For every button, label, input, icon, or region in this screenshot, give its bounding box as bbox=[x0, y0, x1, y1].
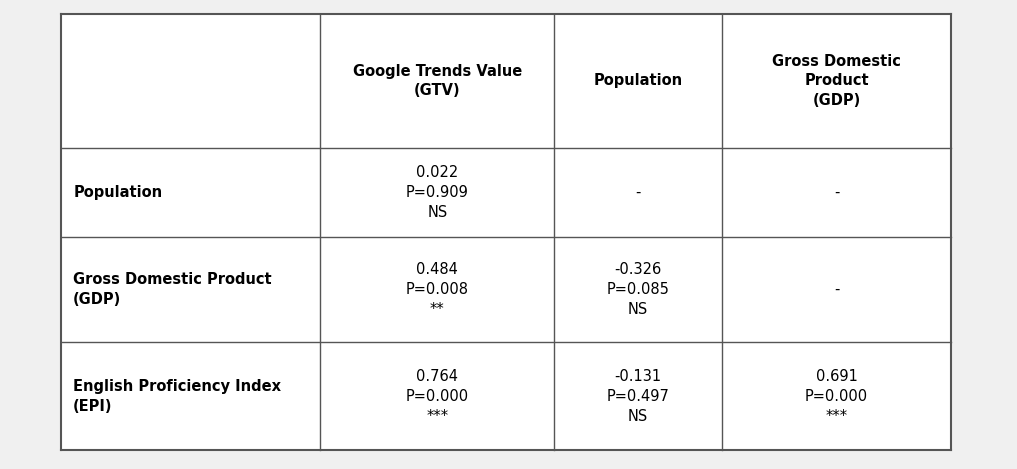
Text: 0.484
P=0.008
**: 0.484 P=0.008 ** bbox=[406, 262, 469, 317]
Text: Population: Population bbox=[73, 185, 163, 200]
Text: Gross Domestic
Product
(GDP): Gross Domestic Product (GDP) bbox=[772, 53, 901, 108]
Text: 0.691
P=0.000
***: 0.691 P=0.000 *** bbox=[804, 369, 869, 424]
Text: Population: Population bbox=[594, 74, 682, 88]
Text: -: - bbox=[636, 185, 641, 200]
Text: Google Trends Value
(GTV): Google Trends Value (GTV) bbox=[353, 63, 522, 98]
Text: -0.131
P=0.497
NS: -0.131 P=0.497 NS bbox=[607, 369, 669, 424]
Text: Gross Domestic Product
(GDP): Gross Domestic Product (GDP) bbox=[73, 272, 272, 307]
Bar bbox=[61, 14, 951, 450]
Text: -0.326
P=0.085
NS: -0.326 P=0.085 NS bbox=[607, 262, 669, 317]
Text: 0.764
P=0.000
***: 0.764 P=0.000 *** bbox=[406, 369, 469, 424]
Text: -: - bbox=[834, 185, 839, 200]
Text: 0.022
P=0.909
NS: 0.022 P=0.909 NS bbox=[406, 165, 469, 219]
Text: -: - bbox=[834, 282, 839, 297]
Text: English Proficiency Index
(EPI): English Proficiency Index (EPI) bbox=[73, 379, 282, 414]
